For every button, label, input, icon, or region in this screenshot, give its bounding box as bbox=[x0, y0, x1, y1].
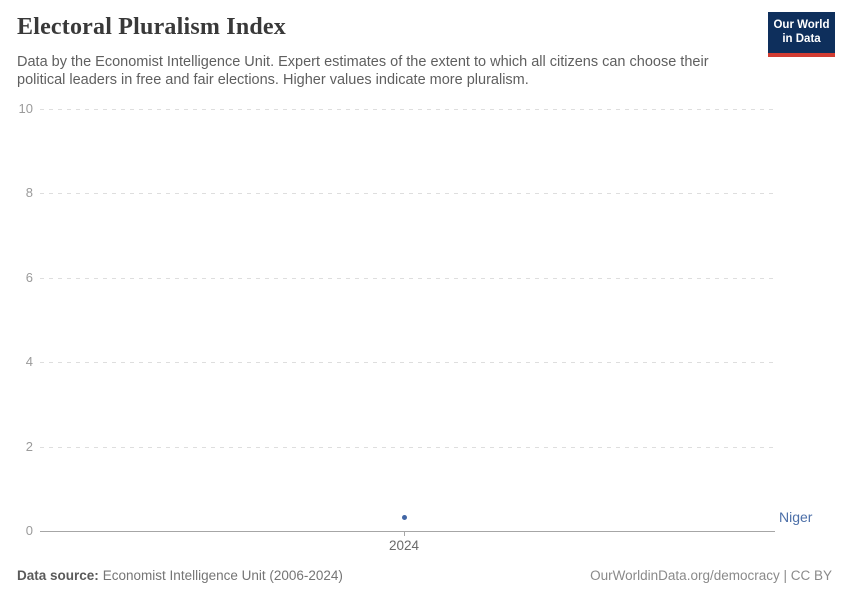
x-tick-label: 2024 bbox=[388, 538, 420, 553]
owid-logo-line2: in Data bbox=[782, 32, 821, 45]
data-source-value: Economist Intelligence Unit (2006-2024) bbox=[102, 568, 343, 583]
data-source-note: Data source: Economist Intelligence Unit … bbox=[17, 568, 343, 583]
y-gridline bbox=[40, 277, 775, 279]
owid-logo[interactable]: Our World in Data bbox=[768, 12, 835, 57]
y-gridline bbox=[40, 362, 775, 364]
x-tick-mark bbox=[404, 531, 405, 536]
y-tick-label: 6 bbox=[25, 269, 33, 285]
owid-logo-line1: Our World bbox=[773, 19, 830, 31]
y-tick-label: 2 bbox=[25, 438, 33, 454]
y-gridline bbox=[40, 446, 775, 448]
y-tick-label: 0 bbox=[25, 523, 33, 538]
chart-title: Electoral Pluralism Index bbox=[17, 14, 286, 40]
x-axis-line bbox=[40, 531, 775, 532]
data-point-niger[interactable] bbox=[401, 514, 407, 520]
y-gridline bbox=[40, 109, 775, 110]
footer-link[interactable]: OurWorldinData.org/democracy | CC BY bbox=[590, 568, 832, 583]
y-gridline bbox=[40, 193, 775, 195]
data-source-label: Data source: bbox=[17, 568, 99, 583]
chart-subtitle: Data by the Economist Intelligence Unit.… bbox=[17, 54, 709, 88]
y-tick-label: 4 bbox=[25, 354, 33, 370]
series-label-niger[interactable]: Niger bbox=[779, 508, 813, 525]
chart-footer: Data source: Economist Intelligence Unit … bbox=[17, 568, 832, 583]
y-tick-label: 8 bbox=[25, 185, 33, 201]
y-tick-label: 10 bbox=[18, 101, 33, 116]
